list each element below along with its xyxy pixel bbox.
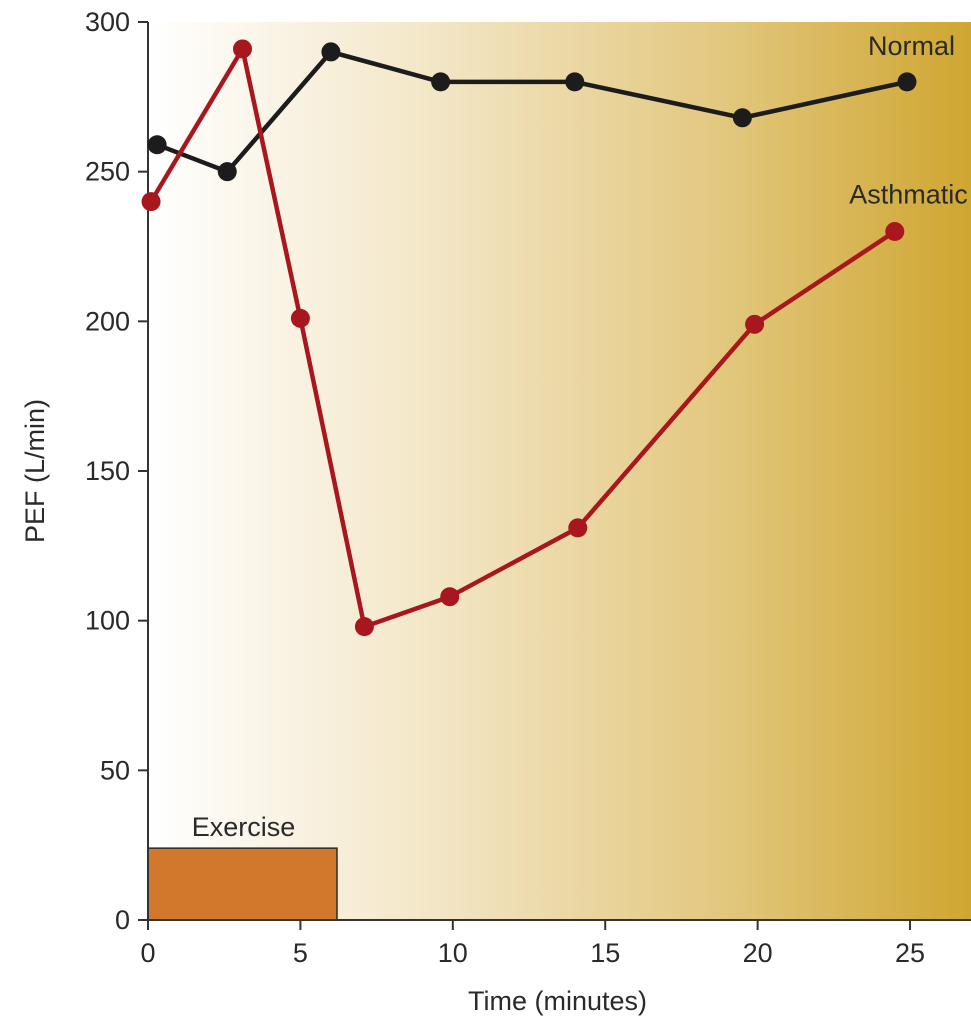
data-point-asthmatic (568, 518, 588, 538)
y-axis-title: PEF (L/min) (20, 399, 50, 543)
data-point-asthmatic (885, 222, 905, 242)
x-tick-label: 20 (743, 938, 773, 968)
data-point-asthmatic (440, 587, 460, 607)
data-point-normal (217, 162, 237, 182)
x-tick-label: 25 (895, 938, 925, 968)
data-point-normal (431, 72, 451, 92)
data-point-normal (897, 72, 917, 92)
y-tick-label: 150 (85, 456, 130, 486)
data-point-asthmatic (232, 39, 252, 59)
exercise-label: Exercise (192, 812, 296, 842)
y-tick-label: 250 (85, 157, 130, 187)
data-point-asthmatic (745, 314, 765, 334)
series-line-asthmatic (148, 46, 898, 629)
plot-background (148, 22, 971, 920)
data-point-normal (321, 42, 341, 62)
x-tick-label: 10 (438, 938, 468, 968)
data-point-normal (147, 135, 167, 155)
data-point-asthmatic (141, 192, 161, 212)
data-point-asthmatic (354, 617, 374, 637)
y-tick-label: 200 (85, 306, 130, 336)
y-tick-label: 300 (85, 7, 130, 37)
series-label-normal: Normal (868, 31, 955, 61)
y-tick-label: 50 (100, 755, 130, 785)
x-axis-title: Time (minutes) (468, 986, 647, 1016)
data-point-normal (732, 108, 752, 128)
x-tick-label: 0 (140, 938, 155, 968)
y-tick-label: 0 (115, 905, 130, 935)
x-tick-label: 15 (590, 938, 620, 968)
data-point-normal (565, 72, 585, 92)
exercise-bar (147, 847, 338, 921)
data-point-asthmatic (290, 308, 310, 328)
y-tick-label: 100 (85, 606, 130, 636)
series-label-asthmatic: Asthmatic (849, 180, 968, 210)
x-tick-label: 5 (293, 938, 308, 968)
